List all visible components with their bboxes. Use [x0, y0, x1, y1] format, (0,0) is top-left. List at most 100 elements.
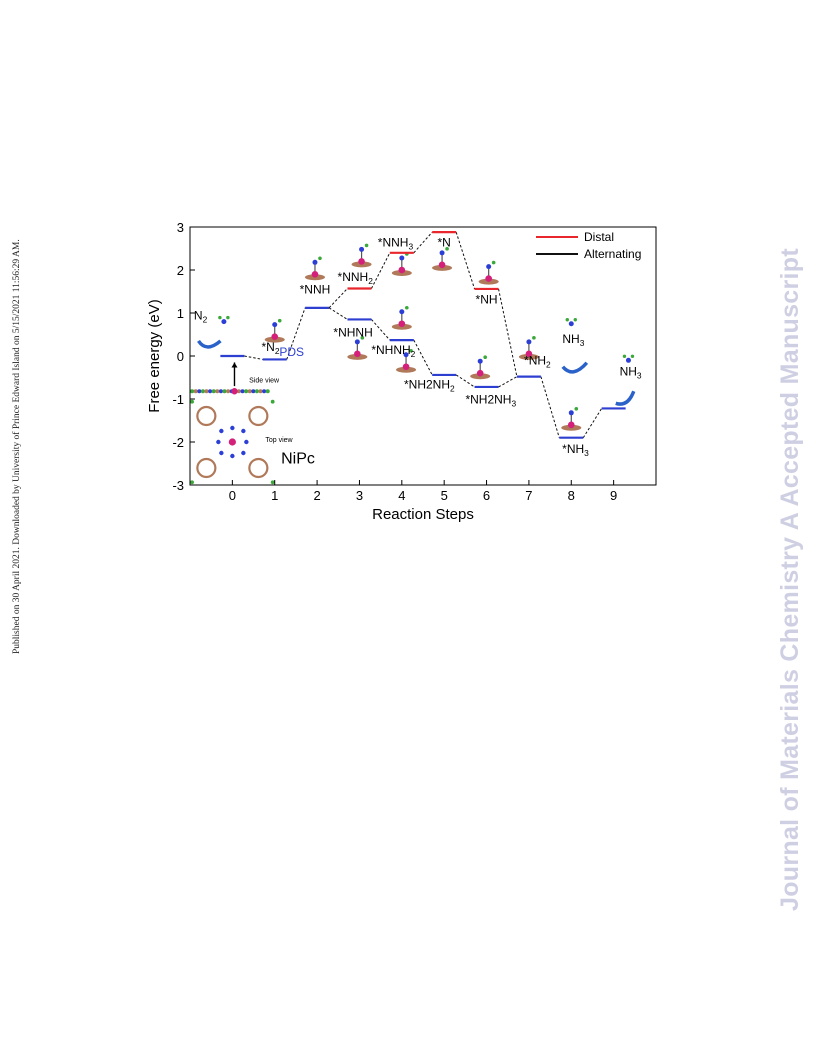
species-label-subscript: 3 [580, 338, 585, 348]
species-label-subscript: 3 [511, 398, 516, 408]
y-tick-label: -3 [172, 478, 184, 493]
nickel-atom [398, 320, 406, 328]
species-label-base: NH [562, 332, 579, 346]
nitrogen-atom [568, 410, 574, 416]
curved-arrow-icon [197, 339, 222, 349]
side-view-atom [211, 389, 216, 394]
x-axis-label: Reaction Steps [372, 506, 474, 523]
hydrogen-atom [409, 348, 413, 353]
connector-line [413, 231, 433, 254]
species-label-base: Side view [249, 378, 280, 385]
species-label-subscript: 3 [584, 448, 589, 458]
nitrogen-atom [359, 246, 365, 252]
species-label: NH3 [562, 332, 584, 348]
nickel-atom [525, 350, 533, 358]
nickel-atom [567, 421, 575, 429]
y-tick-label: -1 [172, 392, 184, 407]
nickel-atom [398, 266, 406, 274]
hydrogen-atom [318, 256, 322, 261]
nitrogen-atom [272, 322, 278, 328]
hydrogen-atom [630, 354, 635, 358]
molecule-icon [432, 247, 453, 271]
y-tick-label: 2 [177, 263, 184, 278]
molecule-icon [396, 348, 417, 373]
molecule-icon [518, 336, 539, 360]
nickel-atom [311, 271, 319, 278]
molecule-icon [264, 318, 285, 343]
hydrogen-atom [270, 399, 275, 404]
hydrogen-atom [532, 336, 536, 340]
side-view-atom [226, 389, 231, 394]
publication-note-text: Published on 30 April 2021. Downloaded b… [12, 239, 22, 654]
species-label-subscript: 2 [411, 349, 416, 359]
species-label-base: Top view [265, 437, 293, 444]
x-tick-label: 7 [525, 488, 532, 503]
nipc-top-view [190, 399, 275, 485]
species-label-base: *NNH [338, 270, 369, 284]
side-view-atom [258, 389, 263, 394]
journal-watermark-text: Journal of Materials Chemistry A Accepte… [776, 248, 804, 911]
hydrogen-atom [622, 354, 627, 358]
x-tick-label: 4 [398, 488, 405, 503]
y-axis-label: Free energy (eV) [146, 299, 163, 412]
species-label-base: NiPc [281, 451, 315, 468]
side-view-atom [262, 389, 267, 394]
connector-line [455, 232, 476, 290]
connector-line [582, 408, 603, 438]
species-label: *N [438, 235, 451, 249]
nitrogen-atom [568, 321, 574, 327]
free-molecule-icon [218, 315, 230, 325]
nitrogen-atom [354, 339, 360, 345]
species-label-base: *NHNH [333, 326, 372, 340]
nitrogen-atom [526, 339, 532, 345]
species-label-base: *NH [524, 354, 546, 368]
side-view-atom [197, 389, 202, 394]
molecule-icon [470, 355, 491, 380]
x-tick-label: 3 [356, 488, 363, 503]
side-view-atom [215, 389, 220, 394]
y-tick-label: 1 [177, 306, 184, 321]
molecule-icon [347, 336, 368, 360]
species-label: NH3 [620, 364, 642, 380]
y-tick-label: 3 [177, 220, 184, 235]
species-label-base: N [194, 308, 203, 322]
species-label: *NH [476, 293, 498, 307]
benzene-ring-shape [248, 405, 269, 427]
side-view-atom [200, 389, 205, 394]
molecule-icon [391, 252, 412, 276]
hydrogen-atom [190, 480, 194, 485]
side-view-atom [244, 389, 249, 394]
species-label: *NHNH [333, 326, 372, 340]
y-tick-label: 0 [177, 349, 184, 364]
hydrogen-atom [270, 480, 275, 485]
hydrogen-atom [360, 336, 365, 340]
molecule-illustrations [190, 243, 636, 485]
nitrogen-atom [241, 428, 246, 434]
nipc-side-view [190, 362, 270, 395]
plot-frame [189, 226, 657, 486]
species-label-base: *NH [562, 442, 584, 456]
side-view-atom [208, 389, 213, 394]
species-label-base: *N [261, 340, 274, 354]
connector-line [328, 288, 348, 309]
side-view-atom [240, 389, 245, 394]
hydrogen-atom [364, 243, 369, 248]
hydrogen-atom [226, 315, 230, 320]
species-label-subscript: 2 [275, 346, 280, 356]
free-molecule-icon [565, 318, 577, 327]
connector-line [286, 307, 306, 360]
nickel-atom [402, 363, 410, 371]
side-view-atom [251, 389, 256, 394]
species-label: *NHNH2 [371, 343, 415, 359]
free-molecule-icon [622, 354, 635, 363]
species-label-base: PDS [279, 345, 304, 359]
nitrogen-atom [221, 319, 227, 325]
hydrogen-atom [445, 247, 449, 251]
molecule-icon [304, 256, 325, 281]
connector-line [498, 376, 518, 388]
species-label: *NNH [300, 283, 331, 297]
connector-line [244, 355, 263, 360]
nitrogen-atom [403, 352, 409, 358]
y-tick-label: -2 [172, 435, 184, 450]
species-label-subscript: 3 [637, 370, 642, 380]
